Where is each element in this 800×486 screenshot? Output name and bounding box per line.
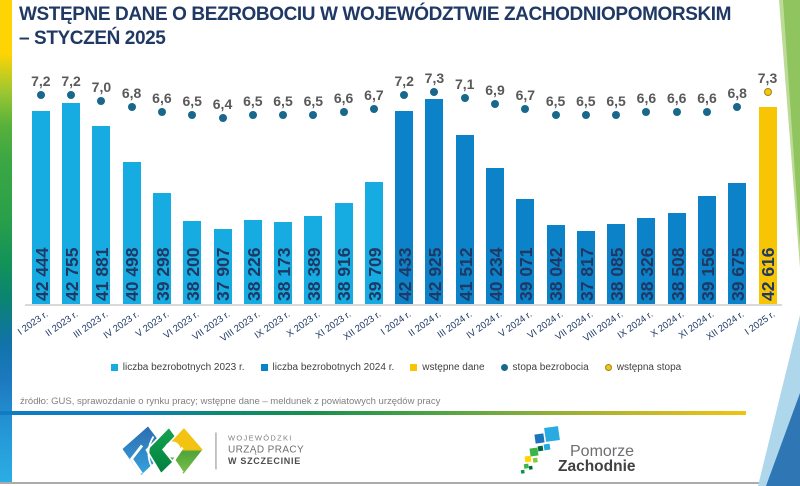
svg-text:Pomorze: Pomorze bbox=[570, 443, 634, 460]
svg-text:Zachodnie: Zachodnie bbox=[558, 458, 636, 475]
svg-text:URZĄD PRACY: URZĄD PRACY bbox=[228, 445, 304, 456]
svg-text:W SZCZECINIE: W SZCZECINIE bbox=[228, 456, 301, 466]
svg-text:WOJEWÓDZKI: WOJEWÓDZKI bbox=[228, 434, 293, 443]
